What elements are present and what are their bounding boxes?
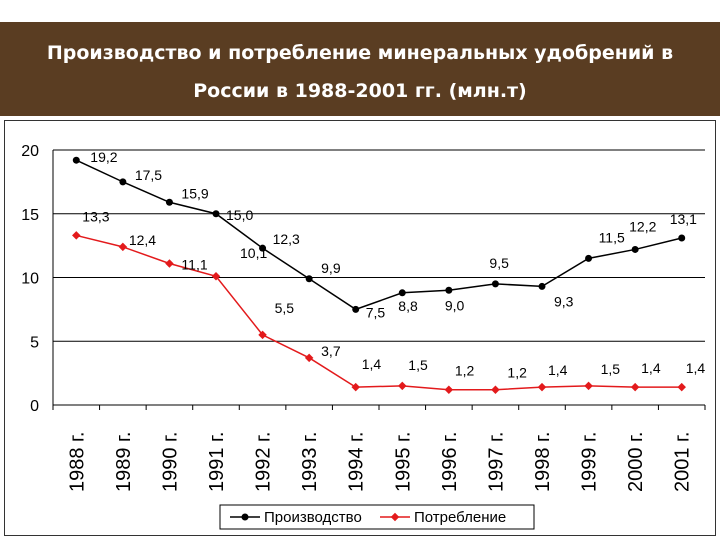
x-tick-label: 1991 г. (206, 432, 228, 492)
x-tick-label: 1992 г. (253, 432, 275, 492)
data-point (444, 385, 454, 394)
data-point (538, 282, 546, 290)
data-label: 1,5 (601, 361, 621, 377)
data-point (72, 231, 81, 240)
data-point (119, 178, 127, 186)
x-tick-label: 1998 г. (532, 432, 554, 492)
data-point (165, 259, 174, 268)
data-label: 13,1 (670, 211, 697, 227)
data-point (258, 330, 267, 340)
x-tick-label: 1997 г. (485, 432, 507, 492)
title-bar: Производство и потребление минеральных у… (0, 22, 720, 116)
chart-frame (4, 120, 716, 536)
data-point (351, 382, 360, 392)
legend-marker (390, 512, 400, 522)
y-tick-label: 10 (21, 271, 39, 288)
data-label: 11,1 (181, 256, 207, 272)
y-tick-label: 20 (21, 143, 39, 160)
data-point (678, 234, 686, 242)
x-tick-label: 1988 г. (66, 432, 88, 492)
data-label: 1,5 (408, 357, 428, 373)
x-tick-label: 1999 г. (579, 432, 601, 492)
data-label: 5,5 (275, 300, 295, 316)
data-point (72, 156, 80, 164)
data-point (584, 381, 593, 391)
data-point (212, 210, 220, 218)
chart-title-line-1: Производство и потребление минеральных у… (46, 42, 674, 64)
data-point (537, 382, 547, 392)
data-label: 10,1 (240, 245, 267, 261)
y-tick-label: 15 (21, 207, 39, 224)
data-point (211, 271, 221, 281)
x-tick-label: 1989 г. (113, 432, 135, 492)
data-point (352, 305, 360, 313)
legend-marker (241, 513, 249, 521)
data-label: 9,5 (489, 255, 509, 271)
data-label: 1,4 (362, 356, 382, 372)
data-point (398, 381, 407, 391)
data-label: 12,4 (129, 232, 156, 248)
data-point (631, 245, 639, 253)
data-label: 8,8 (398, 298, 418, 314)
x-tick-label: 2001 г. (672, 432, 694, 492)
x-tick-label: 1990 г. (159, 432, 181, 492)
data-label: 9,3 (554, 293, 574, 309)
legend-label: Потребление (414, 509, 506, 526)
data-label: 13,3 (82, 208, 109, 224)
legend-box (219, 504, 535, 530)
data-point (491, 280, 499, 288)
data-label: 12,2 (629, 218, 656, 234)
data-label: 9,0 (445, 297, 465, 313)
data-label: 3,7 (321, 343, 341, 359)
legend-label: Производство (264, 509, 362, 526)
data-label: 1,4 (641, 360, 661, 376)
data-label: 15,0 (226, 207, 253, 223)
x-tick-label: 1993 г. (299, 432, 321, 492)
data-point (585, 254, 593, 262)
y-tick-label: 0 (30, 398, 39, 415)
data-point (445, 286, 453, 294)
data-label: 1,4 (548, 362, 568, 378)
x-tick-label: 1994 г. (346, 432, 368, 492)
data-label: 7,5 (366, 304, 386, 320)
data-label: 9,9 (321, 260, 341, 276)
data-label: 1,2 (507, 365, 527, 381)
chart-title-line-2: России в 1988-2001 гг. (млн.т) (193, 80, 527, 102)
data-label: 12,3 (273, 231, 300, 247)
data-point (491, 385, 500, 394)
data-point (677, 382, 686, 392)
data-label: 15,9 (181, 185, 208, 201)
data-point (118, 242, 128, 252)
data-label: 17,5 (135, 167, 162, 183)
data-point (305, 275, 313, 283)
x-tick-label: 1996 г. (439, 432, 461, 492)
data-label: 19,2 (90, 149, 117, 165)
series-line-consumption (76, 234, 682, 391)
data-label: 11,5 (599, 229, 625, 245)
data-point (165, 198, 173, 206)
data-point (259, 244, 267, 252)
series-line-production (75, 159, 682, 311)
x-tick-label: 1995 г. (392, 432, 414, 492)
data-label: 1,4 (686, 360, 706, 376)
data-point (630, 382, 640, 392)
data-point (398, 289, 406, 297)
data-label: 1,2 (455, 363, 475, 379)
y-tick-label: 5 (30, 334, 39, 351)
x-tick-label: 2000 г. (625, 432, 647, 492)
data-point (304, 353, 314, 363)
